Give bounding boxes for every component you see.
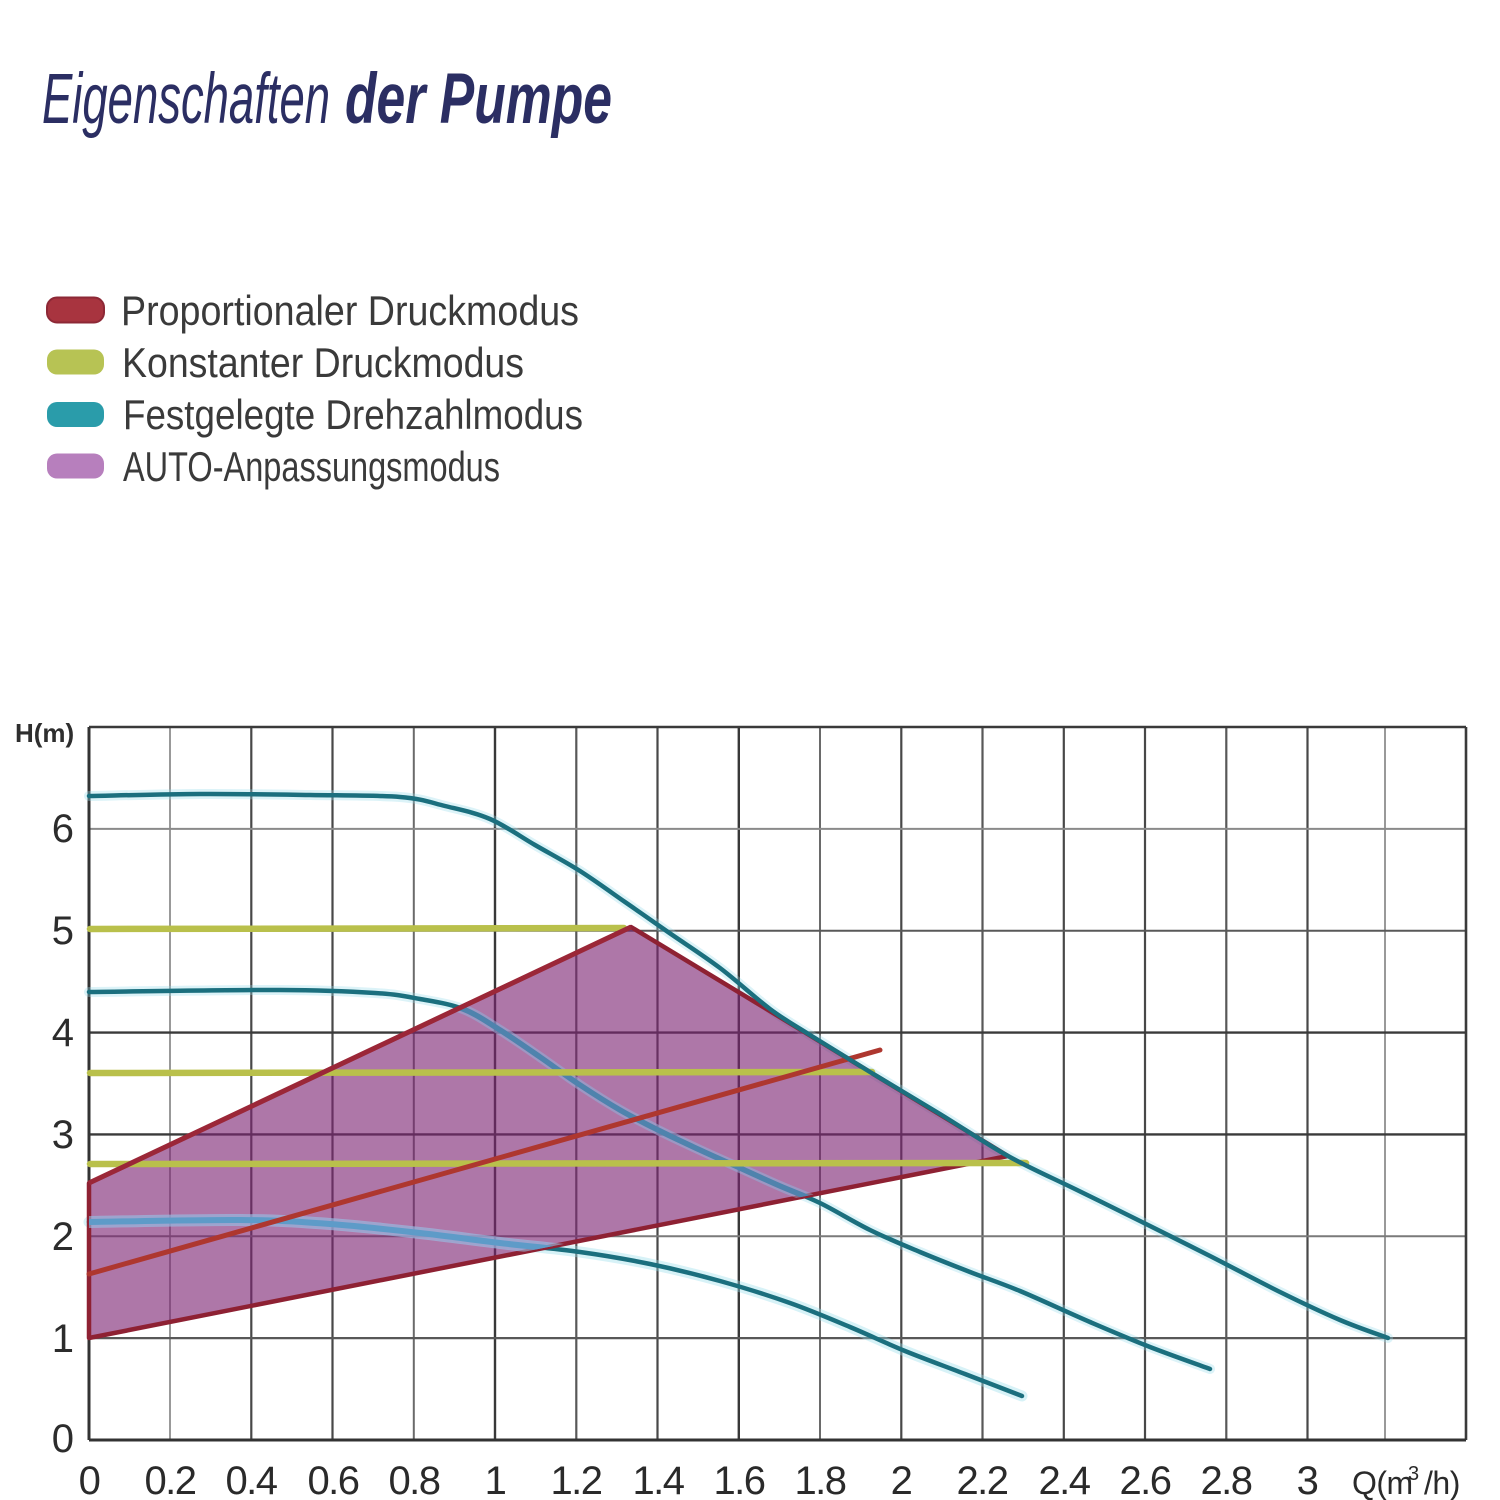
svg-text:6: 6: [52, 807, 74, 851]
svg-text:AUTO-Anpassungsmodus: AUTO-Anpassungsmodus: [123, 443, 500, 490]
svg-text:2.8: 2.8: [1200, 1459, 1251, 1500]
svg-text:Proportionaler Druckmodus: Proportionaler Druckmodus: [121, 287, 579, 334]
svg-text:2.4: 2.4: [1038, 1459, 1090, 1500]
svg-text:0.6: 0.6: [307, 1459, 358, 1500]
svg-text:1.6: 1.6: [713, 1459, 764, 1500]
svg-text:0.4: 0.4: [225, 1459, 277, 1500]
svg-text:3: 3: [1297, 1459, 1318, 1500]
svg-text:2.2: 2.2: [956, 1459, 1007, 1500]
svg-text:Q(m: Q(m: [1352, 1465, 1413, 1500]
svg-text:Konstanter Druckmodus: Konstanter Druckmodus: [122, 339, 524, 386]
svg-text:5: 5: [52, 909, 74, 953]
svg-text:1.4: 1.4: [632, 1459, 684, 1500]
svg-text:0.8: 0.8: [388, 1459, 439, 1500]
svg-text:Eigenschaften: Eigenschaften: [42, 60, 330, 139]
svg-text:1.8: 1.8: [794, 1459, 845, 1500]
svg-text:der Pumpe: der Pumpe: [345, 60, 612, 139]
svg-text:1.2: 1.2: [550, 1459, 601, 1500]
svg-text:2: 2: [891, 1459, 912, 1500]
svg-text:1: 1: [52, 1317, 74, 1361]
svg-text:3: 3: [52, 1113, 74, 1157]
svg-text:0.2: 0.2: [144, 1459, 195, 1500]
svg-text:3: 3: [1408, 1463, 1419, 1485]
svg-text:2: 2: [52, 1215, 74, 1259]
svg-text:2.6: 2.6: [1119, 1459, 1170, 1500]
svg-text:0: 0: [79, 1459, 100, 1500]
svg-text:0: 0: [52, 1417, 74, 1461]
svg-text:1: 1: [485, 1459, 506, 1500]
svg-text:/h): /h): [1424, 1465, 1460, 1500]
svg-text:H(m): H(m): [15, 718, 74, 748]
svg-text:Festgelegte Drehzahlmodus: Festgelegte Drehzahlmodus: [123, 391, 583, 438]
svg-text:4: 4: [52, 1011, 74, 1055]
